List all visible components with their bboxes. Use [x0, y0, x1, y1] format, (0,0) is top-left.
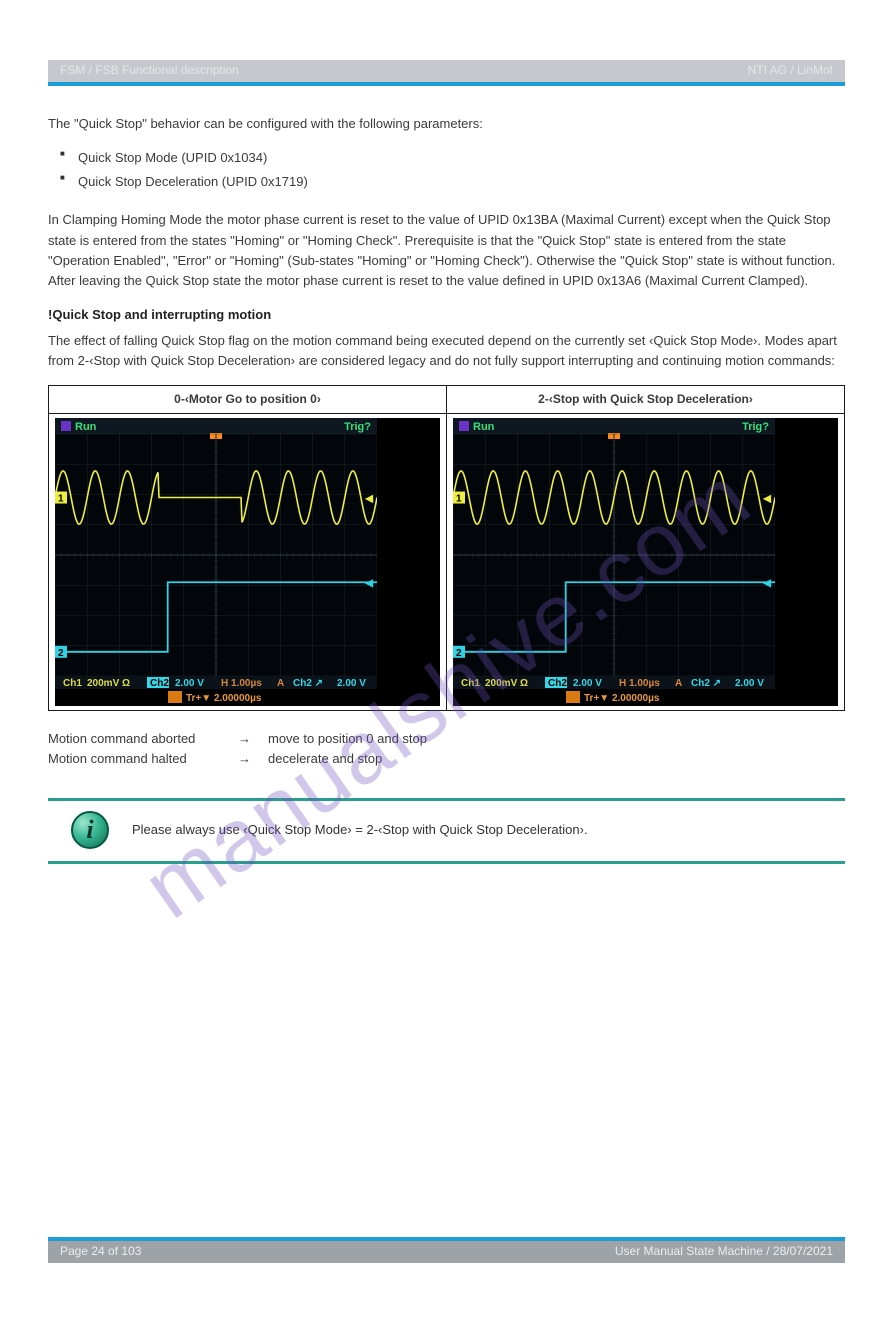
page-footer: Page 24 of 103 User Manual State Machine… [48, 1237, 845, 1263]
svg-text:A: A [277, 678, 284, 689]
arrow-icon: → [238, 729, 268, 749]
svg-text:◀: ◀ [364, 578, 373, 589]
svg-text:◀: ◀ [762, 494, 771, 505]
svg-text:200mV Ω: 200mV Ω [485, 678, 528, 689]
scope-comparison-table: 0-‹Motor Go to position 0› 2-‹Stop with … [48, 385, 845, 711]
svg-text:A: A [675, 678, 682, 689]
svg-text:Tr+▼ 2.00000µs: Tr+▼ 2.00000µs [584, 693, 660, 704]
header-title-left: FSM / FSB Functional description [60, 63, 239, 77]
svg-text:1: 1 [58, 494, 64, 505]
svg-text:2: 2 [456, 648, 462, 659]
header-grey-bar: FSM / FSB Functional description NTI AG … [48, 60, 845, 82]
svg-text:Ch2 ↗: Ch2 ↗ [293, 678, 323, 689]
svg-text:2.00 V: 2.00 V [175, 678, 204, 689]
body-paragraph: The effect of falling Quick Stop flag on… [48, 331, 845, 371]
svg-text:2.00 V: 2.00 V [735, 678, 764, 689]
page-header: FSM / FSB Functional description NTI AG … [48, 60, 845, 86]
info-icon [71, 811, 109, 849]
svg-text:Ch1: Ch1 [63, 678, 82, 689]
svg-text:Ch2 ↗: Ch2 ↗ [691, 678, 721, 689]
oscilloscope-screenshot-left: Run Trig? 1 2 ◀ ◀ Ch1 200mV Ω Ch2 2.00 V H 1.00µs A… [55, 418, 440, 706]
comparison-row: Motion command aborted → move to positio… [48, 729, 845, 749]
footer-doc-title: User Manual State Machine / 28/07/2021 [615, 1244, 833, 1258]
body-content: The "Quick Stop" behavior can be configu… [48, 114, 845, 864]
svg-text:◀: ◀ [364, 494, 373, 505]
svg-text:H 1.00µs: H 1.00µs [619, 678, 660, 689]
svg-text:1: 1 [456, 494, 462, 505]
svg-text:H 1.00µs: H 1.00µs [221, 678, 262, 689]
comparison-block: Motion command aborted → move to positio… [48, 729, 845, 768]
footer-page-number: Page 24 of 103 [60, 1244, 141, 1258]
svg-text:Ch1: Ch1 [461, 678, 480, 689]
svg-text:200mV Ω: 200mV Ω [87, 678, 130, 689]
body-paragraph: In Clamping Homing Mode the motor phase … [48, 210, 845, 291]
param-list: Quick Stop Mode (UPID 0x1034) Quick Stop… [48, 148, 845, 192]
svg-text:Trig?: Trig? [344, 421, 371, 433]
header-blue-rule [48, 82, 845, 86]
footer-grey-bar: Page 24 of 103 User Manual State Machine… [48, 1241, 845, 1263]
arrow-icon: → [238, 749, 268, 769]
svg-text:Run: Run [75, 421, 97, 433]
intro-paragraph: The "Quick Stop" behavior can be configu… [48, 114, 845, 134]
comparison-cue: Motion command halted [48, 749, 238, 769]
list-item: Quick Stop Mode (UPID 0x1034) [48, 148, 845, 168]
svg-text:Run: Run [473, 421, 495, 433]
callout-message: Please always use ‹Quick Stop Mode› = 2-… [132, 820, 588, 840]
svg-text:2.00 V: 2.00 V [337, 678, 366, 689]
svg-text:Trig?: Trig? [742, 421, 769, 433]
comparison-row: Motion command halted → decelerate and s… [48, 749, 845, 769]
svg-text:Ch2: Ch2 [150, 678, 169, 689]
svg-text:2: 2 [58, 648, 64, 659]
table-cell-right: Run Trig? 1 2 ◀ ◀ Ch1 200mV Ω Ch2 2.00 V H 1.00µs A… [447, 414, 845, 711]
svg-text:Tr+▼ 2.00000µs: Tr+▼ 2.00000µs [186, 693, 262, 704]
comparison-result: move to position 0 and stop [268, 729, 427, 749]
section-subhead: !Quick Stop and interrupting motion [48, 305, 845, 325]
header-title-right: NTI AG / LinMot [748, 63, 833, 77]
list-item: Quick Stop Deceleration (UPID 0x1719) [48, 172, 845, 192]
comparison-result: decelerate and stop [268, 749, 382, 769]
svg-text:◀: ◀ [762, 578, 771, 589]
svg-text:2.00 V: 2.00 V [573, 678, 602, 689]
table-header-right: 2-‹Stop with Quick Stop Deceleration› [447, 386, 845, 414]
table-cell-left: Run Trig? 1 2 ◀ ◀ Ch1 200mV Ω Ch2 2.00 V H 1.00µs A… [49, 414, 447, 711]
svg-text:Ch2: Ch2 [548, 678, 567, 689]
info-callout: Please always use ‹Quick Stop Mode› = 2-… [48, 798, 845, 864]
comparison-cue: Motion command aborted [48, 729, 238, 749]
oscilloscope-screenshot-right: Run Trig? 1 2 ◀ ◀ Ch1 200mV Ω Ch2 2.00 V H 1.00µs A… [453, 418, 838, 706]
table-header-left: 0-‹Motor Go to position 0› [49, 386, 447, 414]
callout-icon-holder [48, 811, 132, 849]
